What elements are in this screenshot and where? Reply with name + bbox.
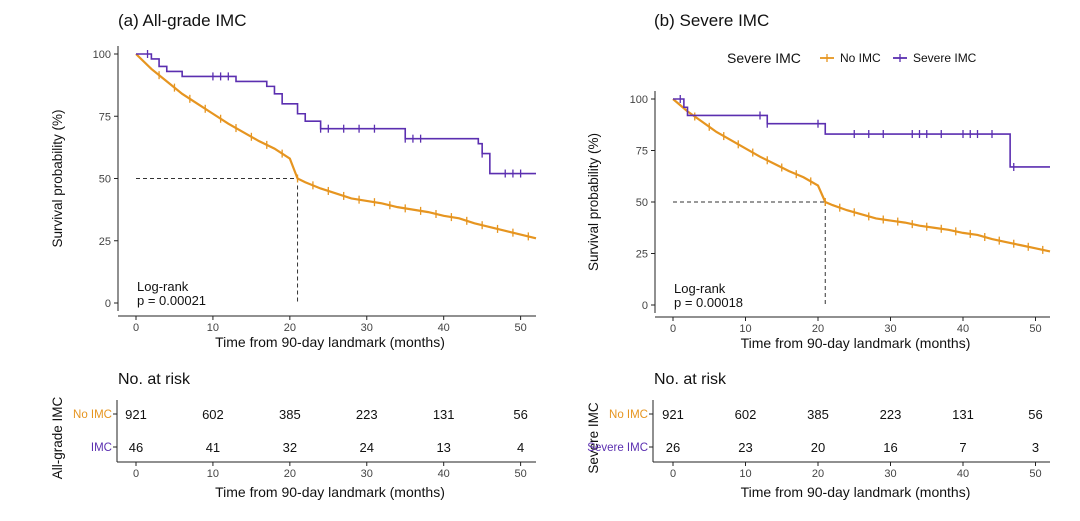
x-tick-label: 30 <box>361 322 373 334</box>
risk-x-tick-label: 10 <box>207 468 219 480</box>
risk-value: 602 <box>202 407 224 422</box>
legend-title: Severe IMC <box>727 50 801 66</box>
risk-table-ylabel: Severe IMC <box>586 402 601 474</box>
risk-value: 223 <box>356 407 378 422</box>
x-tick-label: 20 <box>812 323 824 335</box>
risk-x-tick-label: 0 <box>670 468 676 480</box>
y-tick-label: 75 <box>99 111 111 123</box>
x-axis-label: Time from 90-day landmark (months) <box>215 334 445 350</box>
x-tick-label: 30 <box>884 323 896 335</box>
risk-value: 56 <box>1028 407 1042 422</box>
risk-value: 602 <box>735 407 757 422</box>
risk-table-title: No. at risk <box>118 371 191 388</box>
risk-x-tick-label: 10 <box>739 468 751 480</box>
risk-value: 921 <box>662 407 684 422</box>
survival-curve-imc <box>673 98 1050 168</box>
risk-value: 3 <box>1032 440 1039 455</box>
risk-value: 921 <box>125 407 147 422</box>
risk-x-tick-label: 20 <box>284 468 296 480</box>
risk-value: 131 <box>952 407 974 422</box>
logrank-label: Log-rank <box>674 281 726 296</box>
risk-x-tick-label: 50 <box>1029 468 1041 480</box>
x-tick-label: 0 <box>133 322 139 334</box>
legend: Severe IMC No IMC Severe IMC <box>727 50 977 66</box>
x-tick-label: 20 <box>284 322 296 334</box>
risk-x-tick-label: 30 <box>361 468 373 480</box>
risk-row-label-imc: IMC <box>91 442 112 454</box>
x-tick-label: 0 <box>670 323 676 335</box>
risk-value: 32 <box>283 440 297 455</box>
risk-value: 131 <box>433 407 455 422</box>
risk-x-tick-label: 40 <box>438 468 450 480</box>
chart-title: (b) Severe IMC <box>654 11 769 30</box>
risk-row-label-no_imc: No IMC <box>73 409 112 421</box>
y-tick-label: 25 <box>636 249 648 261</box>
y-tick-label: 100 <box>93 49 111 61</box>
y-tick-label: 75 <box>636 146 648 158</box>
logrank-pvalue: p = 0.00021 <box>137 293 206 308</box>
legend-item-imc: Severe IMC <box>913 51 977 65</box>
survival-curve-no_imc <box>672 98 1051 253</box>
logrank-pvalue: p = 0.00018 <box>674 295 743 310</box>
y-axis-label: Survival probability (%) <box>586 133 601 271</box>
legend-item-no_imc: No IMC <box>840 51 881 65</box>
risk-x-tick-label: 20 <box>812 468 824 480</box>
risk-value: 41 <box>206 440 220 455</box>
risk-value: 7 <box>959 440 966 455</box>
x-tick-label: 50 <box>1029 323 1041 335</box>
y-tick-label: 25 <box>99 236 111 248</box>
chart-title: (a) All-grade IMC <box>118 11 246 30</box>
risk-value: 26 <box>666 440 680 455</box>
risk-value: 13 <box>436 440 450 455</box>
y-tick-label: 0 <box>105 298 111 310</box>
y-tick-label: 0 <box>642 300 648 312</box>
survival-curve-no_imc <box>135 53 537 240</box>
x-tick-label: 50 <box>514 322 526 334</box>
risk-row-label-no_imc: No IMC <box>609 409 648 421</box>
x-tick-label: 10 <box>207 322 219 334</box>
risk-value: 385 <box>279 407 301 422</box>
risk-table-ylabel: All-grade IMC <box>50 396 65 479</box>
x-tick-label: 10 <box>739 323 751 335</box>
risk-x-tick-label: 0 <box>133 468 139 480</box>
panel-b: (b) Severe IMC Survival probability (%) 0 2… <box>586 11 1051 500</box>
x-tick-label: 40 <box>438 322 450 334</box>
risk-value: 56 <box>513 407 527 422</box>
x-axis-label: Time from 90-day landmark (months) <box>741 335 971 351</box>
risk-x-tick-label: 40 <box>957 468 969 480</box>
risk-value: 46 <box>129 440 143 455</box>
risk-value: 16 <box>883 440 897 455</box>
y-tick-label: 100 <box>630 94 648 106</box>
risk-row-label-imc: Severe IMC <box>587 442 648 454</box>
risk-x-tick-label: 50 <box>514 468 526 480</box>
risk-value: 4 <box>517 440 524 455</box>
risk-value: 385 <box>807 407 829 422</box>
y-axis-label: Survival probability (%) <box>50 109 65 247</box>
risk-value: 23 <box>738 440 752 455</box>
risk-value: 24 <box>360 440 374 455</box>
risk-value: 223 <box>880 407 902 422</box>
y-tick-label: 50 <box>99 174 111 186</box>
risk-table-title: No. at risk <box>654 371 727 388</box>
risk-x-tick-label: 30 <box>884 468 896 480</box>
logrank-label: Log-rank <box>137 279 189 294</box>
risk-table-xlabel: Time from 90-day landmark (months) <box>741 484 971 500</box>
x-tick-label: 40 <box>957 323 969 335</box>
risk-table-xlabel: Time from 90-day landmark (months) <box>215 484 445 500</box>
y-tick-label: 50 <box>636 197 648 209</box>
risk-value: 20 <box>811 440 825 455</box>
survival-curve-imc <box>136 53 536 175</box>
panel-a: (a) All-grade IMC Survival probability (%… <box>50 11 537 500</box>
